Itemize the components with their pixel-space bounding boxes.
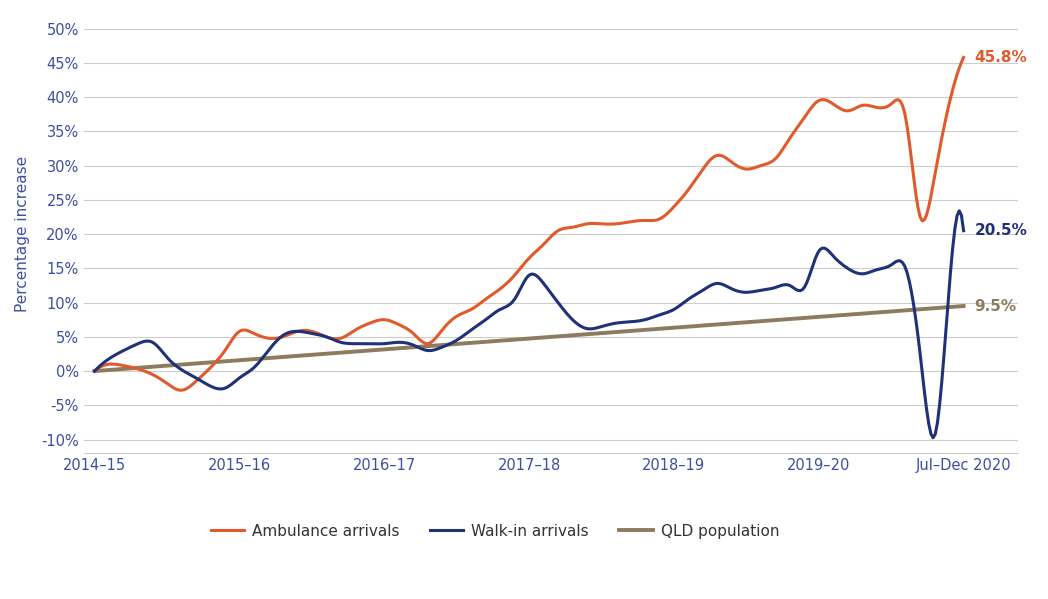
Walk-in arrivals	[371, 340, 384, 347]
Walk-in arrivals	[957, 227, 969, 234]
Walk-in arrivals	[716, 280, 728, 288]
Text: 9.5%: 9.5%	[975, 298, 1017, 313]
Ambulance arrivals	[435, 328, 447, 335]
Walk-in arrivals	[88, 367, 101, 374]
Y-axis label: Percentage increase: Percentage increase	[15, 156, 30, 312]
Ambulance arrivals	[175, 386, 188, 394]
Ambulance arrivals	[195, 373, 208, 380]
Line: Walk-in arrivals: Walk-in arrivals	[94, 211, 963, 438]
Ambulance arrivals	[718, 153, 730, 161]
Legend: Ambulance arrivals, Walk-in arrivals, QLD population: Ambulance arrivals, Walk-in arrivals, QL…	[204, 518, 785, 545]
Walk-in arrivals	[433, 345, 445, 352]
Ambulance arrivals	[637, 217, 650, 224]
Line: Ambulance arrivals: Ambulance arrivals	[94, 58, 963, 390]
Ambulance arrivals	[957, 54, 969, 61]
Walk-in arrivals	[953, 207, 965, 214]
Walk-in arrivals	[720, 282, 733, 289]
Ambulance arrivals	[373, 316, 386, 323]
Text: 20.5%: 20.5%	[975, 223, 1027, 238]
Ambulance arrivals	[722, 156, 735, 163]
Ambulance arrivals	[88, 367, 101, 374]
Walk-in arrivals	[926, 434, 939, 441]
Walk-in arrivals	[635, 317, 648, 324]
Text: 45.8%: 45.8%	[975, 50, 1027, 65]
Walk-in arrivals	[193, 376, 205, 383]
